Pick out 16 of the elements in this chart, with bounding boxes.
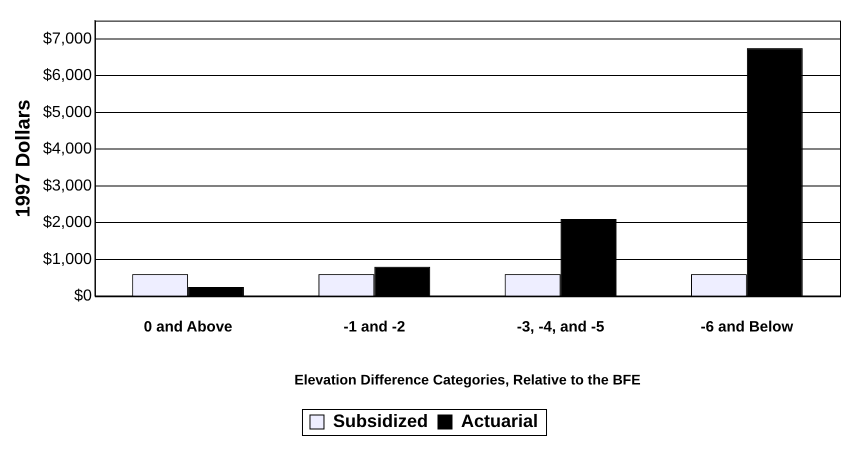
x-tick-label: -6 and Below: [700, 318, 794, 336]
x-tick-label: -1 and -2: [343, 318, 406, 336]
y-tick-label: $6,000: [43, 67, 92, 84]
y-tick-label: $0: [74, 288, 92, 305]
y-tick-label: $2,000: [43, 214, 92, 232]
y-tick-label: $7,000: [43, 30, 92, 48]
y-tick-label: $3,000: [43, 177, 92, 194]
y-tick-label: $5,000: [43, 104, 92, 121]
x-tick-label: 0 and Above: [144, 318, 232, 336]
y-tick-label: $4,000: [43, 140, 92, 158]
x-axis-title: Elevation Difference Categories, Relative to the BFE: [294, 371, 641, 388]
legend-label: Actuarial: [460, 410, 538, 431]
x-tick-label: -3, -4, and -5: [516, 318, 604, 336]
legend-label: Subsidized: [332, 410, 428, 431]
y-tick-label: $1,000: [43, 250, 92, 268]
y-axis-title: 1997 Dollars: [12, 99, 35, 218]
